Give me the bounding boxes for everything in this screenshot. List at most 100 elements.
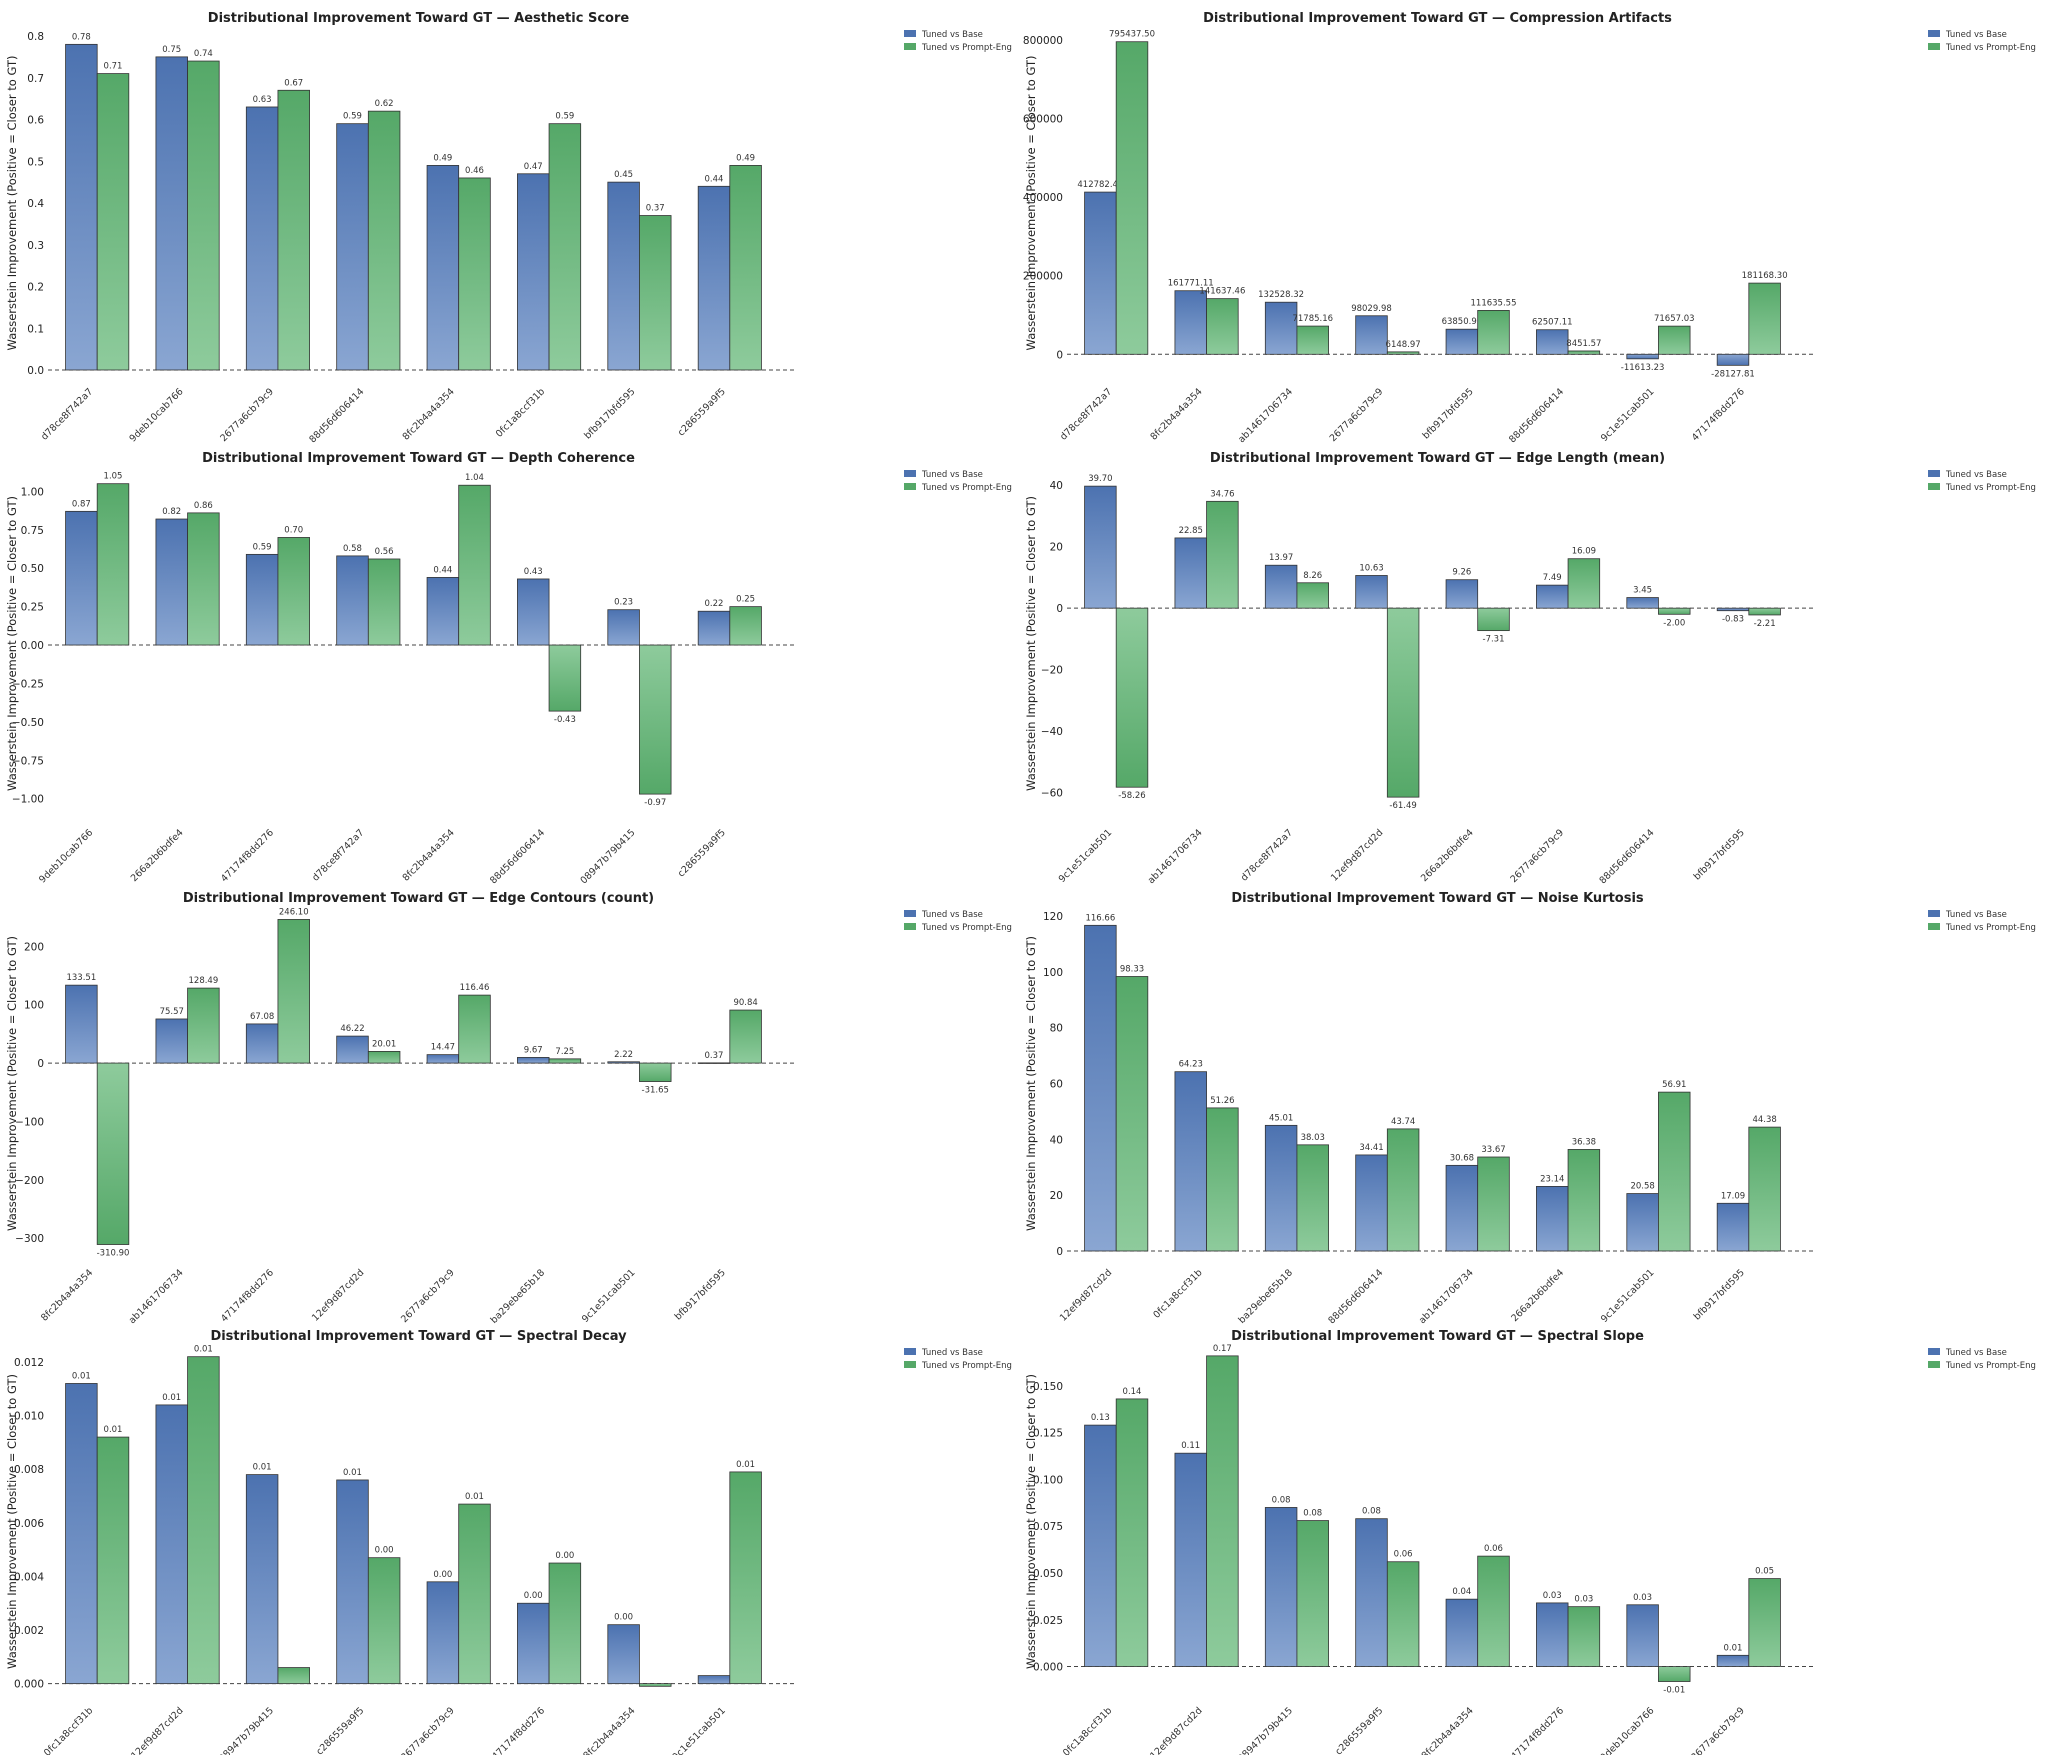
y-tick-label: 0.050 — [1033, 1568, 1063, 1580]
chart-panel-1: Distributional Improvement Toward GT — A… — [5, 11, 1012, 445]
y-tick-label: 60 — [1050, 1079, 1063, 1091]
y-axis-label: Wasserstein Improvement (Positive = Clos… — [5, 56, 19, 351]
y-tick-label: 0.025 — [1033, 1615, 1063, 1627]
bar-value-label: 128.49 — [189, 976, 219, 986]
bar-tuned-vs-prompt-eng-0fc1a8ccf31b — [1206, 1107, 1239, 1252]
x-tick-label: bfb917bfd595 — [582, 386, 637, 441]
bar-tuned-vs-prompt-eng-ab1461706734 — [1477, 1156, 1510, 1252]
bar-value-label: -0.43 — [554, 715, 576, 725]
bar-tuned-vs-base-ba29ebe65b18 — [1264, 1124, 1298, 1252]
legend-label-prompt: Tuned vs Prompt-Eng — [921, 483, 1012, 493]
bar-tuned-vs-base-47174f8dd276 — [245, 1023, 279, 1064]
bar-value-label: 116.66 — [1085, 913, 1115, 923]
y-tick-label: 0.3 — [27, 240, 44, 252]
bar-value-label: 0.03 — [1633, 1593, 1652, 1603]
bar-tuned-vs-prompt-eng-9deb10cab766 — [96, 483, 130, 646]
bar-value-label: 0.87 — [72, 499, 91, 509]
bar-tuned-vs-prompt-eng-ba29ebe65b18 — [548, 1058, 582, 1064]
x-tick-label: 9deb10cab766 — [128, 386, 186, 444]
bar-value-label: 44.38 — [1752, 1115, 1776, 1125]
bar-tuned-vs-prompt-eng-08947b79b415 — [1296, 1520, 1329, 1667]
legend-label-prompt: Tuned vs Prompt-Eng — [1945, 43, 2036, 53]
bar-tuned-vs-base-d78ce8f742a7 — [1264, 564, 1298, 609]
bar-value-label: 0.75 — [162, 45, 181, 55]
x-tick-label: 2677a6cb79c9 — [399, 1705, 457, 1755]
x-tick-label: 12ef9d87cd2d — [1148, 1705, 1204, 1755]
bar-tuned-vs-base-9deb10cab766 — [65, 510, 98, 646]
bar-tuned-vs-base-c286559a9f5 — [697, 610, 731, 646]
bar-tuned-vs-prompt-eng-0fc1a8ccf31b — [548, 123, 582, 371]
y-tick-label: −200 — [15, 1175, 44, 1187]
bar-value-label: 0.44 — [705, 174, 724, 184]
x-tick-label: ab1461706734 — [127, 1267, 186, 1326]
bar-value-label: -58.26 — [1118, 791, 1145, 801]
bar-tuned-vs-prompt-eng-88d56d606414 — [548, 644, 582, 712]
chart-title: Distributional Improvement Toward GT — D… — [202, 451, 635, 466]
legend-swatch-base — [904, 910, 916, 917]
y-tick-label: −0.50 — [12, 717, 44, 729]
legend-label-base: Tuned vs Base — [921, 910, 983, 920]
x-tick-label: 2677a6cb79c9 — [1689, 1705, 1747, 1755]
legend-label-base: Tuned vs Base — [921, 470, 983, 480]
bar-value-label: 0.49 — [736, 153, 755, 163]
bar-value-label: 20.58 — [1630, 1182, 1654, 1192]
x-tick-label: 9c1e51cab501 — [580, 1267, 638, 1325]
bar-tuned-vs-base-0fc1a8ccf31b — [517, 173, 550, 371]
bar-value-label: 98.33 — [1120, 964, 1144, 974]
bar-value-label: 17.09 — [1721, 1191, 1745, 1201]
y-axis-label: Wasserstein Improvement (Positive = Clos… — [5, 496, 19, 791]
bar-value-label: -7.31 — [1483, 635, 1505, 645]
legend-swatch-prompt — [1928, 923, 1940, 930]
bar-tuned-vs-prompt-eng-9c1e51cab501 — [1658, 1091, 1691, 1252]
bar-value-label: 0.47 — [524, 162, 543, 172]
y-tick-label: −20 — [1041, 665, 1063, 677]
bar-tuned-vs-prompt-eng-8fc2b4a4a354 — [639, 1683, 672, 1687]
y-tick-label: −40 — [1041, 726, 1063, 738]
y-tick-label: 0.6 — [27, 115, 44, 127]
bar-value-label: 0.00 — [555, 1551, 574, 1561]
legend-swatch-base — [904, 30, 916, 37]
bar-value-label: 63850.91 — [1442, 317, 1483, 327]
legend-label-base: Tuned vs Base — [921, 1348, 983, 1358]
bar-value-label: 0.74 — [194, 49, 213, 59]
bar-tuned-vs-base-2677a6cb79c9 — [245, 106, 279, 371]
x-tick-label: 12ef9d87cd2d — [129, 1705, 185, 1755]
bar-tuned-vs-prompt-eng-9c1e51cab501 — [639, 1062, 672, 1082]
bar-tuned-vs-prompt-eng-12ef9d87cd2d — [1206, 1355, 1239, 1667]
legend-label-base: Tuned vs Base — [1945, 1348, 2007, 1358]
y-axis-label: Wasserstein Improvement (Positive = Clos… — [5, 936, 19, 1231]
x-tick-label: 88d56d606414 — [307, 386, 366, 445]
y-tick-label: 400000 — [1023, 192, 1063, 204]
bar-tuned-vs-prompt-eng-d78ce8f742a7 — [96, 73, 130, 371]
bar-tuned-vs-prompt-eng-88d56d606414 — [1658, 607, 1691, 615]
bar-value-label: 0.44 — [433, 565, 452, 575]
legend-label-base: Tuned vs Base — [1945, 30, 2007, 40]
bar-tuned-vs-base-c286559a9f5 — [1355, 1518, 1388, 1667]
bar-tuned-vs-prompt-eng-2677a6cb79c9 — [277, 89, 310, 371]
legend-swatch-prompt — [904, 43, 916, 50]
y-tick-label: −0.75 — [12, 755, 44, 767]
x-tick-label: bfb917bfd595 — [673, 1267, 728, 1322]
x-tick-label: 08947b79b415 — [1236, 1705, 1295, 1755]
bar-tuned-vs-prompt-eng-08947b79b415 — [639, 644, 672, 795]
bar-tuned-vs-prompt-eng-9c1e51cab501 — [729, 1471, 762, 1685]
bar-tuned-vs-base-8fc2b4a4a354 — [1174, 290, 1207, 355]
x-tick-label: 9c1e51cab501 — [1599, 386, 1657, 444]
bar-value-label: 2.22 — [614, 1050, 633, 1060]
bar-value-label: 0.56 — [375, 547, 394, 557]
bar-value-label: 0.03 — [1543, 1591, 1562, 1601]
bar-tuned-vs-prompt-eng-47174f8dd276 — [548, 1562, 582, 1685]
legend-label-base: Tuned vs Base — [1945, 470, 2007, 480]
bar-value-label: 0.01 — [1724, 1643, 1743, 1653]
bar-value-label: 0.49 — [433, 153, 452, 163]
bar-value-label: 0.01 — [104, 1425, 123, 1435]
y-tick-label: 0.000 — [1033, 1662, 1063, 1674]
bar-value-label: 0.00 — [375, 1546, 394, 1556]
bar-tuned-vs-prompt-eng-ab1461706734 — [1296, 325, 1329, 355]
bar-value-label: 141637.46 — [1199, 287, 1245, 297]
bar-value-label: 33.67 — [1481, 1145, 1505, 1155]
bar-tuned-vs-prompt-eng-12ef9d87cd2d — [367, 1050, 401, 1064]
bar-value-label: 0.08 — [1362, 1507, 1381, 1517]
legend-label-prompt: Tuned vs Prompt-Eng — [921, 43, 1012, 53]
